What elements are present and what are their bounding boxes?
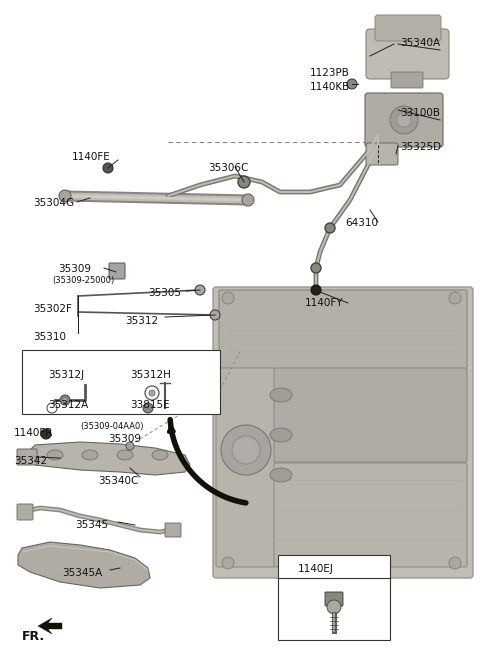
Polygon shape — [18, 542, 150, 588]
Text: 35342: 35342 — [14, 456, 47, 466]
Circle shape — [145, 386, 159, 400]
Circle shape — [325, 223, 335, 233]
Ellipse shape — [152, 450, 168, 460]
Text: (35309-25000): (35309-25000) — [52, 276, 114, 285]
Text: 35312A: 35312A — [48, 400, 88, 410]
Circle shape — [143, 403, 153, 413]
Text: 1140FE: 1140FE — [72, 152, 111, 162]
Text: 35345A: 35345A — [62, 568, 102, 578]
Ellipse shape — [270, 468, 292, 482]
Text: 35345: 35345 — [75, 520, 108, 530]
FancyBboxPatch shape — [219, 290, 467, 369]
Text: 35306C: 35306C — [208, 163, 248, 173]
Text: FR.: FR. — [22, 630, 45, 643]
Text: 33815E: 33815E — [130, 400, 169, 410]
FancyBboxPatch shape — [216, 368, 275, 567]
Text: 35312H: 35312H — [130, 370, 171, 380]
Circle shape — [221, 425, 271, 475]
Circle shape — [311, 263, 321, 273]
Circle shape — [149, 390, 155, 396]
Bar — [22, 350, 220, 414]
FancyBboxPatch shape — [17, 449, 37, 465]
FancyBboxPatch shape — [165, 523, 181, 537]
Circle shape — [103, 163, 113, 173]
Circle shape — [347, 79, 357, 89]
Text: 35304G: 35304G — [33, 198, 74, 208]
Text: 35312: 35312 — [125, 316, 158, 326]
Text: 1140KB: 1140KB — [310, 82, 350, 92]
Circle shape — [449, 557, 461, 569]
Text: 35312J: 35312J — [48, 370, 84, 380]
FancyBboxPatch shape — [366, 29, 449, 79]
Polygon shape — [38, 618, 62, 634]
Polygon shape — [30, 442, 190, 475]
Circle shape — [449, 292, 461, 304]
Circle shape — [390, 106, 418, 134]
Circle shape — [232, 436, 260, 464]
Text: 35325D: 35325D — [400, 142, 441, 152]
Circle shape — [41, 429, 51, 439]
Circle shape — [222, 557, 234, 569]
Circle shape — [126, 442, 134, 450]
Circle shape — [311, 285, 321, 295]
Text: (35309-04AA0): (35309-04AA0) — [80, 422, 144, 431]
Text: 35305: 35305 — [148, 288, 181, 298]
FancyBboxPatch shape — [366, 143, 398, 165]
FancyBboxPatch shape — [213, 287, 473, 578]
FancyBboxPatch shape — [325, 592, 343, 606]
FancyBboxPatch shape — [391, 72, 423, 88]
Circle shape — [195, 285, 205, 295]
Ellipse shape — [117, 450, 133, 460]
Bar — [278, 555, 390, 640]
FancyBboxPatch shape — [375, 15, 441, 41]
Text: 35302F: 35302F — [33, 304, 72, 314]
Text: 1140FY: 1140FY — [305, 298, 344, 308]
Circle shape — [59, 190, 71, 202]
FancyBboxPatch shape — [17, 504, 33, 520]
Text: 35309: 35309 — [58, 264, 91, 274]
Circle shape — [62, 397, 68, 403]
Ellipse shape — [82, 450, 98, 460]
Circle shape — [327, 600, 341, 614]
Ellipse shape — [270, 388, 292, 402]
Ellipse shape — [270, 428, 292, 442]
Circle shape — [47, 403, 57, 413]
Circle shape — [242, 194, 254, 206]
Text: 64310: 64310 — [345, 218, 378, 228]
Text: 35340A: 35340A — [400, 38, 440, 48]
Text: 35340C: 35340C — [98, 476, 138, 486]
Text: 33100B: 33100B — [400, 108, 440, 118]
Text: 35310: 35310 — [33, 332, 66, 342]
FancyBboxPatch shape — [274, 463, 467, 567]
Text: 35309: 35309 — [108, 434, 141, 444]
Circle shape — [238, 176, 250, 188]
Text: 1140FR: 1140FR — [14, 428, 53, 438]
FancyBboxPatch shape — [365, 93, 443, 147]
Text: 1140EJ: 1140EJ — [298, 564, 334, 574]
Circle shape — [210, 310, 220, 320]
Circle shape — [60, 395, 70, 405]
Circle shape — [397, 113, 411, 127]
FancyBboxPatch shape — [109, 263, 125, 279]
Circle shape — [222, 292, 234, 304]
Text: 1123PB: 1123PB — [310, 68, 350, 78]
Ellipse shape — [47, 450, 63, 460]
FancyBboxPatch shape — [274, 368, 467, 462]
